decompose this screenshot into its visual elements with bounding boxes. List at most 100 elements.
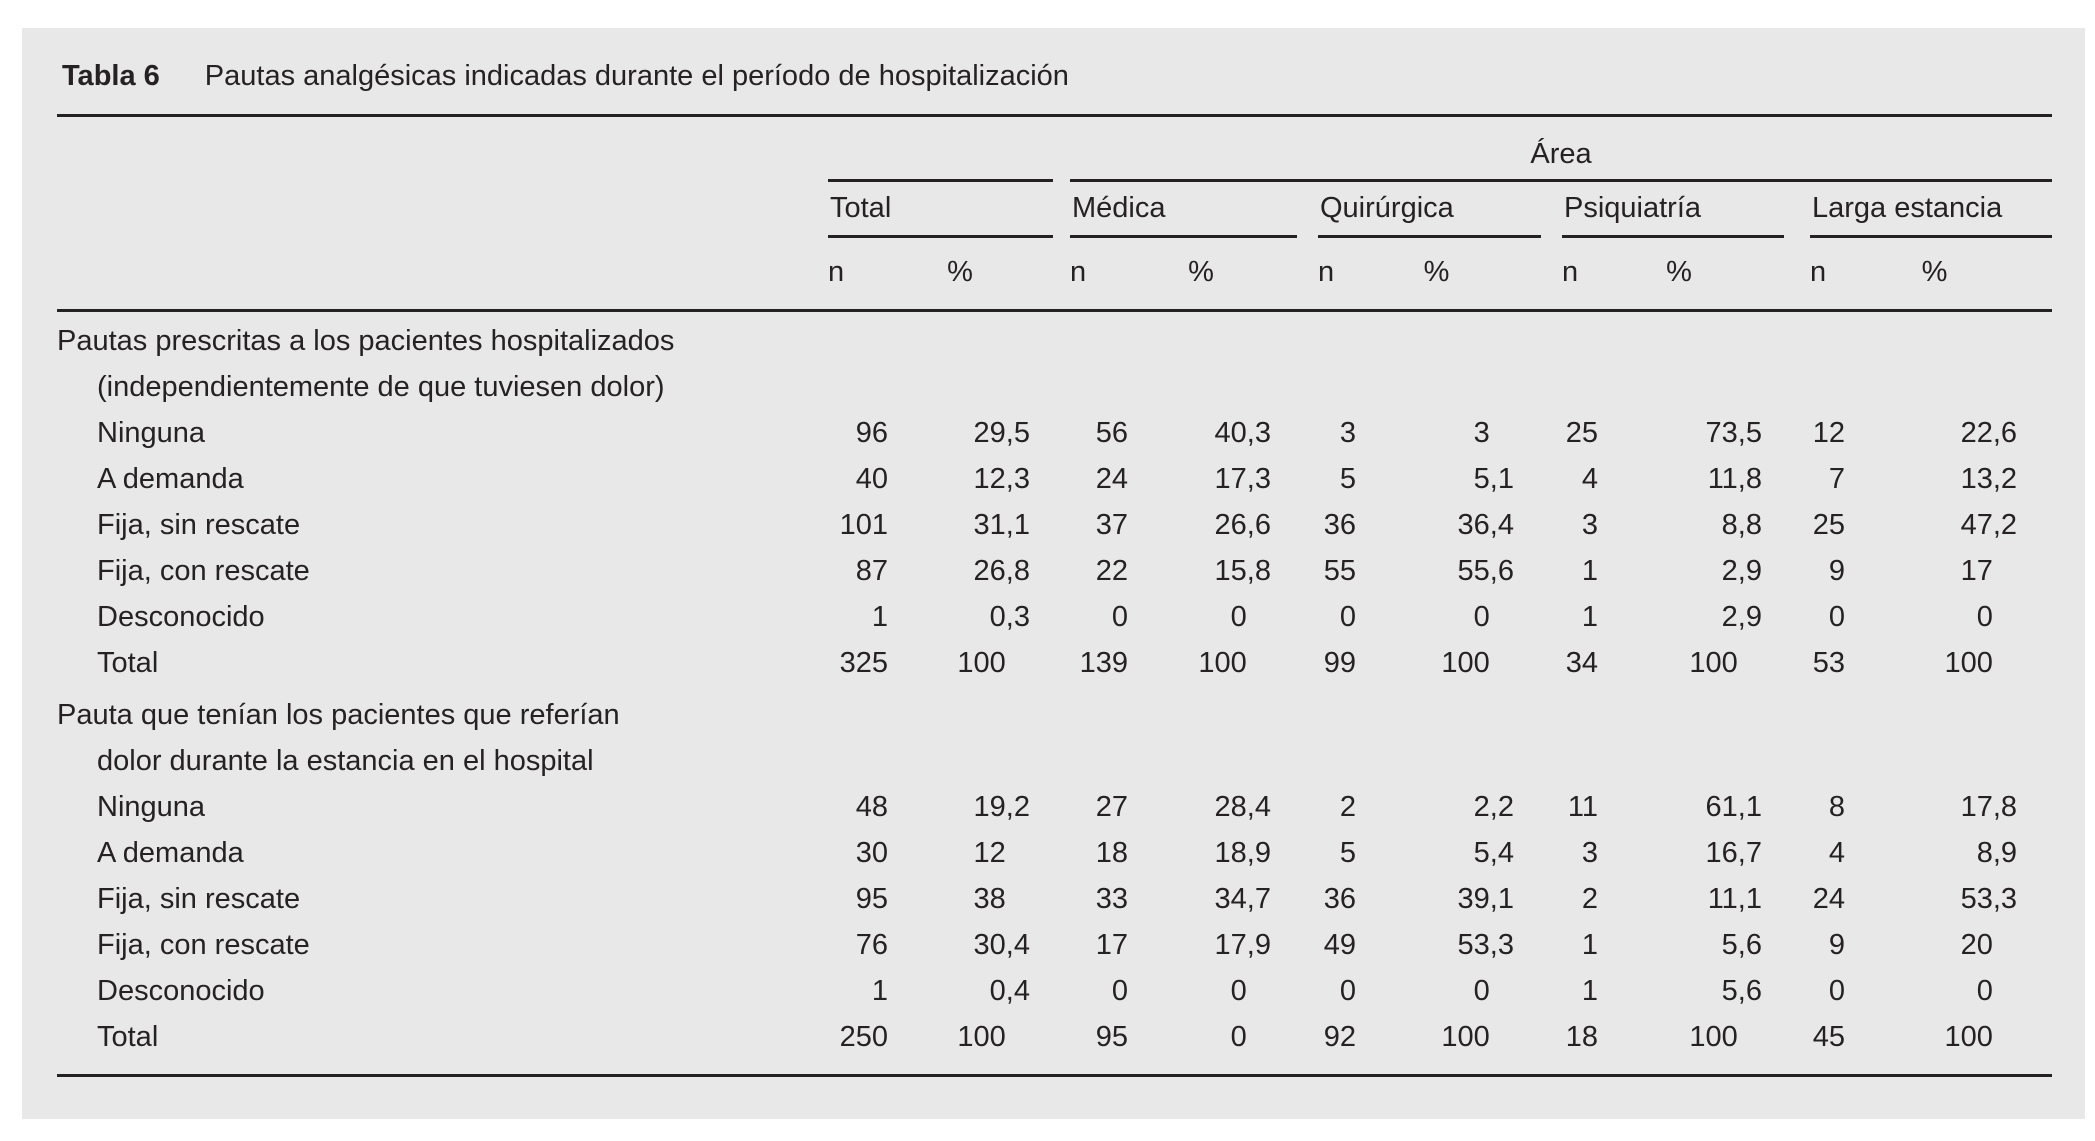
table-row: Total 325 100,0 139 100,0 99 100,0 34 100,0 53 100…: [57, 640, 2052, 686]
section-header-line: Pautas prescritas a los pacientes hospit…: [57, 325, 675, 357]
bottom-spacer-row: [57, 1060, 2052, 1076]
table-caption: Tabla 6 Pautas analgésicas indicadas dura…: [22, 28, 2085, 114]
cell-medica-pct: 100,0: [1198, 646, 1247, 679]
col-group-total: Total: [822, 182, 1060, 247]
cell-total-pct: 12,0: [973, 836, 1006, 869]
cell-larga-estancia-n: 45: [1812, 1020, 1845, 1053]
cell-larga-estancia-n: 9: [1828, 554, 1845, 587]
col-group-psiquiatria: Psiquiatría: [1545, 182, 1788, 247]
col-group-larga-estancia-label: Larga estancia: [1810, 190, 2053, 238]
row-label: Fija, sin rescate: [97, 508, 301, 541]
cell-quirurgica-n: 5: [1339, 836, 1356, 869]
table-panel: Tabla 6 Pautas analgésicas indicadas dura…: [22, 28, 2085, 1119]
cell-larga-estancia-pct: 20,0: [1960, 928, 1993, 961]
table-row: Fija, con rescate 76 30,4 17 17,9 49 53,3 1 5,6 9…: [57, 922, 2052, 968]
cell-larga-estancia-pct: 13,2: [1960, 462, 2018, 495]
row-label: Fija, con rescate: [97, 928, 310, 961]
cell-larga-estancia-n: 8: [1828, 790, 1845, 823]
area-header-cell: Área: [1060, 116, 2053, 182]
cell-quirurgica-n: 99: [1323, 646, 1356, 679]
area-header-row: Área: [57, 116, 2053, 182]
cell-total-n: 40: [855, 462, 888, 495]
cell-larga-estancia-n: 12: [1812, 416, 1845, 449]
cell-psiquiatria-pct: 2,9: [1721, 600, 1762, 633]
cell-total-n: 325: [839, 646, 888, 679]
table-row: Ninguna 96 29,5 56 40,3 3 3,0 25 73,5 12 22,6: [57, 410, 2052, 456]
row-label: Ninguna: [97, 416, 206, 449]
cell-medica-pct: 0,0: [1230, 1020, 1247, 1053]
cell-medica-n: 17: [1095, 928, 1128, 961]
col-group-larga-estancia: Larga estancia: [1788, 182, 2053, 247]
cell-total-pct: 38,0: [973, 882, 1006, 915]
cell-quirurgica-n: 36: [1323, 508, 1356, 541]
cell-larga-estancia-n: 4: [1828, 836, 1845, 869]
subheader-n: n: [1060, 246, 1130, 312]
cell-medica-n: 37: [1095, 508, 1128, 541]
cell-medica-n: 0: [1111, 600, 1128, 633]
cell-quirurgica-n: 92: [1323, 1020, 1356, 1053]
cell-psiquiatria-n: 25: [1565, 416, 1598, 449]
cell-quirurgica-pct: 39,1: [1457, 882, 1514, 915]
section-header-cell: Pauta que tenían los pacientes que refer…: [57, 686, 2052, 784]
section-header-line: Pauta que tenían los pacientes que refer…: [57, 699, 620, 731]
cell-psiquiatria-pct: 100,0: [1689, 646, 1738, 679]
cell-medica-pct: 15,8: [1214, 554, 1271, 587]
cell-quirurgica-pct: 5,4: [1473, 836, 1514, 869]
cell-quirurgica-n: 0: [1339, 600, 1356, 633]
subheader-n: n: [1788, 246, 1847, 312]
cell-larga-estancia-n: 7: [1828, 462, 1845, 495]
data-table: Área Total Médica Quirúrgica Psiquiatría: [57, 114, 2053, 1077]
cell-quirurgica-n: 55: [1323, 554, 1356, 587]
cell-psiquiatria-pct: 5,6: [1721, 928, 1762, 961]
total-overline-cell: [822, 116, 1060, 182]
cell-psiquiatria-pct: 100,0: [1689, 1020, 1738, 1053]
cell-total-n: 95: [855, 882, 888, 915]
cell-total-n: 48: [855, 790, 888, 823]
table-row: Fija, sin rescate 101 31,1 37 26,6 36 36,4 3 8,8…: [57, 502, 2052, 548]
table-row: Desconocido 1 0,3 0 0,0 0 0,0 1 2,9 0 0,0: [57, 594, 2052, 640]
cell-larga-estancia-pct: 8,9: [1976, 836, 2018, 869]
subheader-n: n: [1545, 246, 1600, 312]
cell-quirurgica-pct: 2,2: [1473, 790, 1514, 823]
cell-total-pct: 31,1: [973, 508, 1030, 541]
cell-psiquiatria-n: 1: [1581, 928, 1598, 961]
cell-total-pct: 0,3: [989, 600, 1030, 633]
cell-total-pct: 100,0: [957, 646, 1006, 679]
table-row: Ninguna 48 19,2 27 28,4 2 2,2 11 61,1 8 17,8: [57, 784, 2052, 830]
cell-psiquiatria-n: 11: [1567, 790, 1598, 823]
col-group-psiquiatria-label: Psiquiatría: [1562, 190, 1784, 238]
cell-larga-estancia-n: 53: [1812, 646, 1845, 679]
subheader-pct: %: [1358, 246, 1545, 312]
cell-psiquiatria-n: 1: [1581, 554, 1598, 587]
subheader-n: n: [1302, 246, 1358, 312]
cell-medica-pct: 0,0: [1230, 600, 1247, 633]
table-row: Fija, sin rescate 95 38,0 33 34,7 36 39,1 2 11,1…: [57, 876, 2052, 922]
row-label: Desconocido: [97, 600, 265, 633]
cell-medica-n: 139: [1079, 646, 1128, 679]
cell-total-pct: 12,3: [973, 462, 1030, 495]
cell-total-n: 87: [855, 554, 888, 587]
cell-medica-n: 33: [1095, 882, 1128, 915]
cell-quirurgica-pct: 53,3: [1457, 928, 1514, 961]
subheader-pct: %: [1130, 246, 1302, 312]
cell-total-n: 1: [871, 600, 888, 633]
cell-total-pct: 26,8: [973, 554, 1030, 587]
cell-total-n: 250: [839, 1020, 888, 1053]
cell-total-n: 101: [839, 508, 888, 541]
cell-psiquiatria-n: 3: [1581, 836, 1598, 869]
cell-medica-n: 22: [1095, 554, 1128, 587]
cell-psiquiatria-pct: 61,1: [1705, 790, 1762, 823]
col-group-quirurgica: Quirúrgica: [1302, 182, 1545, 247]
subheader-pct: %: [1847, 246, 2053, 312]
cell-total-pct: 100,0: [957, 1020, 1006, 1053]
row-label: Total: [97, 1020, 159, 1053]
total-overline-rule: [828, 178, 1053, 182]
subheader-row: n % n % n % n % n %: [57, 246, 2053, 312]
subheader-n: n: [822, 246, 890, 312]
column-groups-row: Total Médica Quirúrgica Psiquiatría Larg…: [57, 182, 2053, 247]
col-group-medica: Médica: [1060, 182, 1302, 247]
cell-psiquiatria-n: 1: [1581, 974, 1598, 1007]
cell-quirurgica-n: 0: [1339, 974, 1356, 1007]
table-row: Fija, con rescate 87 26,8 22 15,8 55 55,6 1 2,9 9…: [57, 548, 2052, 594]
cell-medica-n: 18: [1095, 836, 1128, 869]
